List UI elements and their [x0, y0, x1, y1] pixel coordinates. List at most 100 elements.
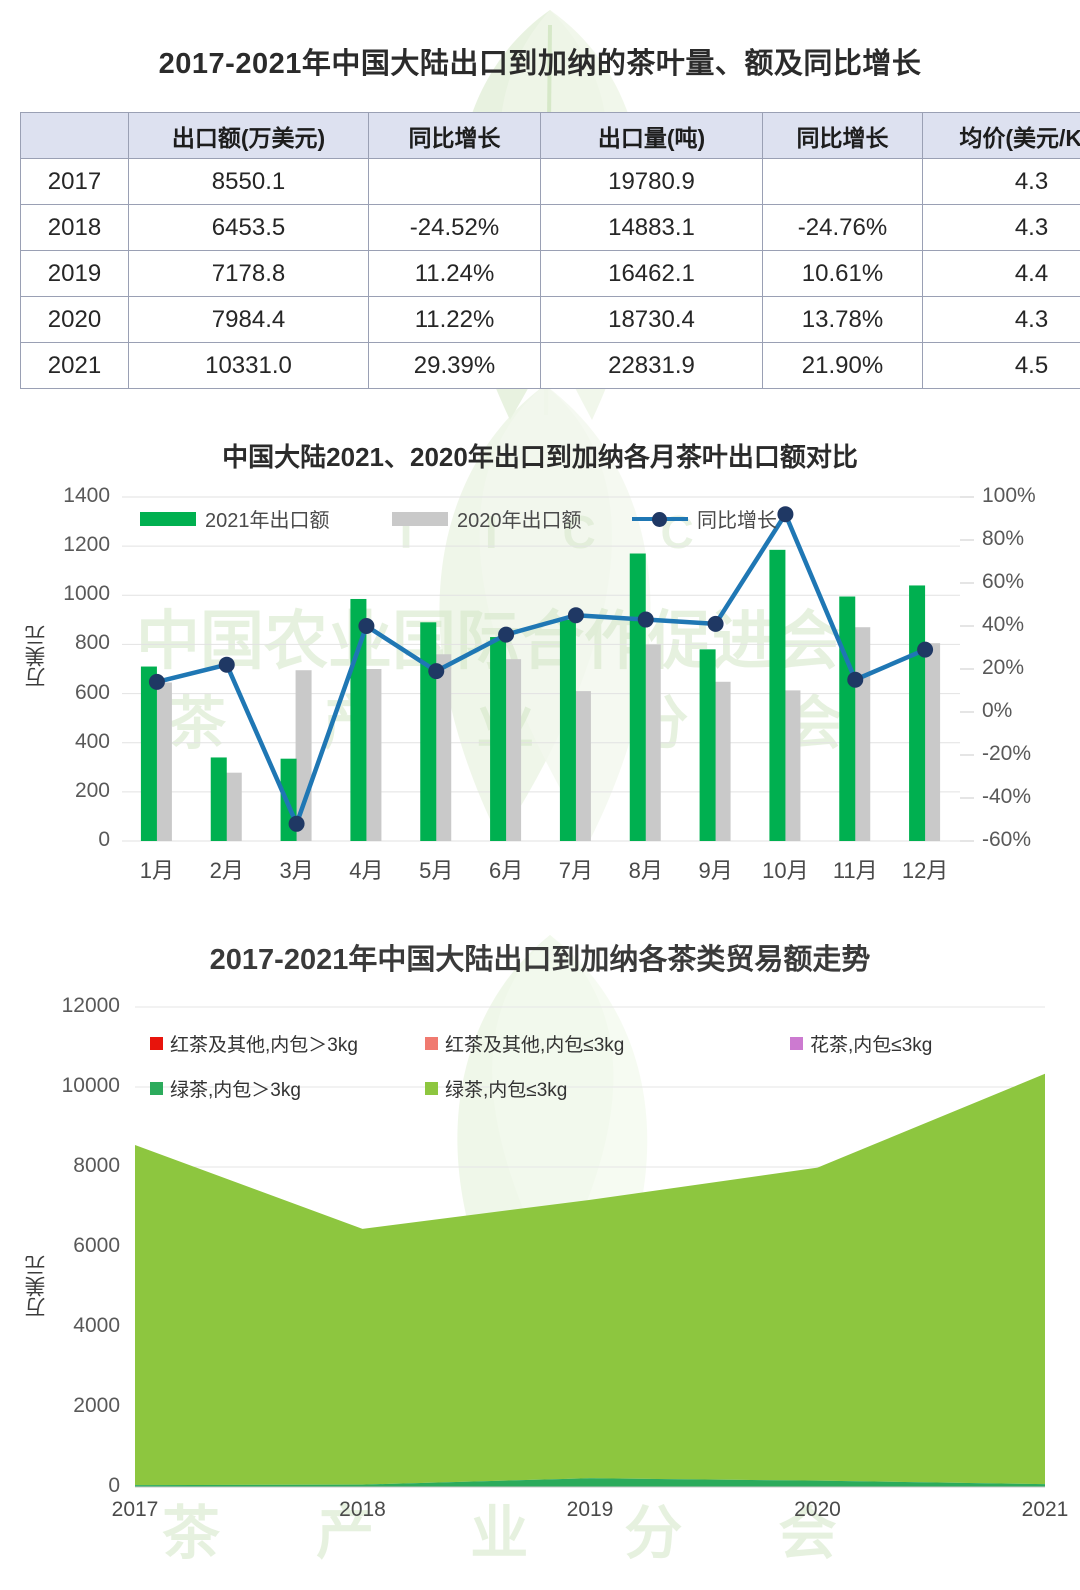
bar-chart-legend-label: 2020年出口额: [457, 510, 582, 532]
area-chart-ytick: 8000: [20, 1154, 120, 1178]
legend-swatch: [150, 1037, 163, 1050]
bar-chart-xtick: 8月: [611, 853, 681, 885]
bar-chart-y2tick: 0%: [982, 699, 1052, 723]
table-cell-value: 7984.4: [129, 297, 369, 343]
table-cell-volume-yoy: -24.76%: [763, 205, 923, 251]
table-cell-volume-yoy: 10.61%: [763, 251, 923, 297]
bar-chart-ytick: 1400: [36, 484, 110, 508]
bar-chart-y2tick: -40%: [982, 785, 1052, 809]
area-chart-legend-label: 绿茶,内包＞3kg: [170, 1075, 301, 1102]
table-cell-value-yoy: 11.24%: [369, 251, 541, 297]
table-cell-value-yoy: 29.39%: [369, 343, 541, 389]
area-chart-xtick: 2019: [545, 1498, 635, 1522]
table-title: 2017-2021年中国大陆出口到加纳的茶叶量、额及同比增长: [0, 40, 1080, 82]
bar-chart-y2tick: 80%: [982, 527, 1052, 551]
table-cell-price: 4.5: [923, 343, 1080, 389]
bar-chart-ytick: 0: [36, 828, 110, 852]
bar-chart-ytick: 1000: [36, 582, 110, 606]
table-cell-value: 10331.0: [129, 343, 369, 389]
bar-chart-xtick: 7月: [541, 853, 611, 885]
bar-chart-y2tick: -60%: [982, 828, 1052, 852]
area-chart-ytick: 0: [20, 1474, 120, 1498]
bar-chart-y2tick: -20%: [982, 742, 1052, 766]
table-cell-value-yoy: 11.22%: [369, 297, 541, 343]
bar-chart-ytick: 800: [36, 631, 110, 655]
bar-chart-xtick: 5月: [401, 853, 471, 885]
table-cell-volume-yoy: 21.90%: [763, 343, 923, 389]
legend-swatch: [150, 1082, 163, 1095]
bar-chart-xtick: 1月: [122, 853, 192, 885]
area-chart-legend-label: 花茶,内包≤3kg: [810, 1030, 932, 1057]
bar-chart-y2tick: 100%: [982, 484, 1052, 508]
legend-swatch: [392, 512, 448, 526]
bar-chart-ytick: 200: [36, 779, 110, 803]
table-cell-value: 6453.5: [129, 205, 369, 251]
area-chart-legend-label: 红茶及其他,内包≤3kg: [445, 1030, 624, 1057]
table-cell-value-yoy: [369, 159, 541, 205]
table-col-volume-yoy: 同比增长: [763, 113, 923, 159]
table-cell-price: 4.3: [923, 205, 1080, 251]
bar-chart-legend-item[interactable]: 同比增长: [632, 504, 777, 533]
table-cell-year: 2021: [21, 343, 129, 389]
bar-chart-legend-item[interactable]: 2020年出口额: [392, 504, 582, 533]
area-chart-legend-item[interactable]: 花茶,内包≤3kg: [790, 1030, 932, 1057]
table-col-volume: 出口量(吨): [541, 113, 763, 159]
legend-swatch: [140, 512, 196, 526]
area-chart-xtick: 2021: [1000, 1498, 1080, 1522]
table-cell-year: 2019: [21, 251, 129, 297]
bar-chart-xtick: 4月: [331, 853, 401, 885]
bar-chart-ytick: 400: [36, 730, 110, 754]
table-cell-volume: 16462.1: [541, 251, 763, 297]
area-chart-legend-label: 红茶及其他,内包＞3kg: [170, 1030, 358, 1057]
area-chart-ylabel: 万美元: [22, 1255, 52, 1318]
table-cell-volume: 14883.1: [541, 205, 763, 251]
bar-chart-y2tick: 20%: [982, 656, 1052, 680]
bar-chart-title: 中国大陆2021、2020年出口到加纳各月茶叶出口额对比: [0, 437, 1080, 474]
area-chart-legend-item[interactable]: 红茶及其他,内包＞3kg: [150, 1030, 358, 1057]
area-chart-xtick: 2017: [90, 1498, 180, 1522]
bar-chart-xtick: 12月: [890, 853, 960, 885]
table-cell-year: 2020: [21, 297, 129, 343]
bar-chart-xtick: 9月: [681, 853, 751, 885]
table-header-row: 出口额(万美元) 同比增长 出口量(吨) 同比增长 均价(美元/Kg): [21, 113, 1080, 159]
bar-chart-y2tick: 40%: [982, 613, 1052, 637]
export-summary-table-wrapper: 出口额(万美元) 同比增长 出口量(吨) 同比增长 均价(美元/Kg) 2017…: [20, 112, 1060, 389]
bar-chart-plot: [0, 470, 1080, 890]
area-chart-legend-item[interactable]: 绿茶,内包＞3kg: [150, 1075, 301, 1102]
table-cell-volume-yoy: [763, 159, 923, 205]
bar-chart-legend-item[interactable]: 2021年出口额: [140, 504, 330, 533]
area-chart-title: 2017-2021年中国大陆出口到加纳各茶类贸易额走势: [0, 936, 1080, 978]
table-cell-value: 8550.1: [129, 159, 369, 205]
area-chart-ytick: 6000: [20, 1234, 120, 1258]
area-chart-ytick: 4000: [20, 1314, 120, 1338]
table-cell-volume: 19780.9: [541, 159, 763, 205]
bar-chart-xtick: 2月: [192, 853, 262, 885]
area-chart-ytick: 2000: [20, 1394, 120, 1418]
table-cell-volume: 22831.9: [541, 343, 763, 389]
area-chart-ytick: 10000: [20, 1074, 120, 1098]
area-chart-legend-item[interactable]: 绿茶,内包≤3kg: [425, 1075, 567, 1102]
table-col-year: [21, 113, 129, 159]
area-chart-legend-item[interactable]: 红茶及其他,内包≤3kg: [425, 1030, 624, 1057]
export-summary-table: 出口额(万美元) 同比增长 出口量(吨) 同比增长 均价(美元/Kg) 2017…: [20, 112, 1080, 389]
legend-swatch: [425, 1082, 438, 1095]
bar-chart-y2tick: 60%: [982, 570, 1052, 594]
bar-chart-legend-label: 同比增长: [697, 510, 777, 532]
bar-chart-ytick: 1200: [36, 533, 110, 557]
table-cell-price: 4.3: [923, 297, 1080, 343]
legend-swatch: [790, 1037, 803, 1050]
area-chart-xtick: 2020: [773, 1498, 863, 1522]
bar-chart-xtick: 6月: [471, 853, 541, 885]
table-cell-year: 2018: [21, 205, 129, 251]
table-col-value: 出口额(万美元): [129, 113, 369, 159]
bar-chart-legend-label: 2021年出口额: [205, 510, 330, 532]
area-chart-legend-label: 绿茶,内包≤3kg: [445, 1075, 567, 1102]
table-cell-price: 4.3: [923, 159, 1080, 205]
bar-chart-xtick: 10月: [750, 853, 820, 885]
